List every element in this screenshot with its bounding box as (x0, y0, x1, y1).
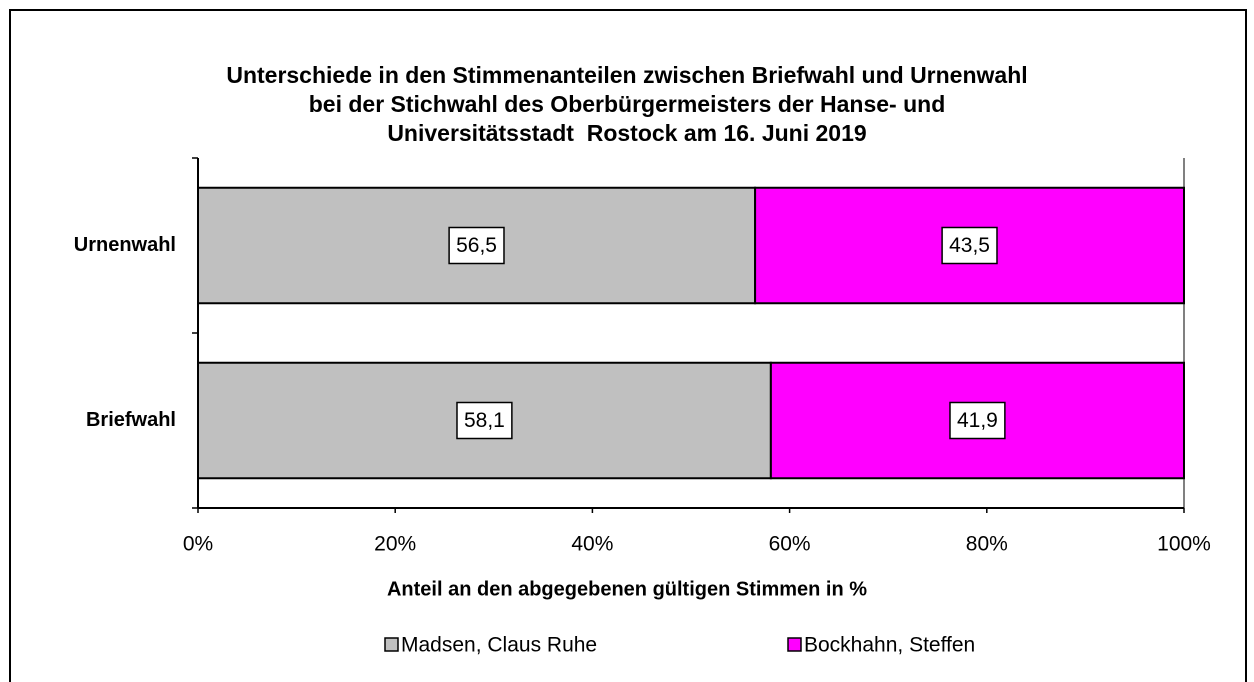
value-label: 43,5 (949, 234, 990, 257)
x-tick-label: 40% (571, 533, 613, 556)
y-tick-label: Urnenwahl (74, 234, 176, 256)
value-label-box (949, 401, 1006, 440)
value-label-box (941, 226, 998, 265)
value-label: 58,1 (464, 409, 505, 432)
legend-label: Madsen, Claus Ruhe (401, 634, 597, 657)
value-label: 41,9 (957, 409, 998, 432)
value-label-box (456, 401, 513, 440)
legend-swatch (787, 637, 802, 652)
x-tick-label: 0% (183, 533, 213, 556)
x-tick-label: 20% (374, 533, 416, 556)
chart-title: bei der Stichwahl des Oberbürgermeisters… (309, 91, 946, 117)
chart-frame (9, 9, 1247, 682)
chart-title: Unterschiede in den Stimmenanteilen zwis… (226, 62, 1027, 88)
x-tick-label: 80% (966, 533, 1008, 556)
x-axis-title: Anteil an den abgegebenen gültigen Stimm… (387, 578, 867, 600)
value-label-box (448, 226, 505, 265)
x-tick-label: 60% (769, 533, 811, 556)
y-tick-label: Briefwahl (86, 409, 176, 431)
legend-swatch (384, 637, 399, 652)
chart-title: Universitätsstadt Rostock am 16. Juni 20… (387, 120, 866, 146)
x-tick-label: 100% (1157, 533, 1211, 556)
legend-label: Bockhahn, Steffen (804, 634, 975, 657)
value-label: 56,5 (456, 234, 497, 257)
